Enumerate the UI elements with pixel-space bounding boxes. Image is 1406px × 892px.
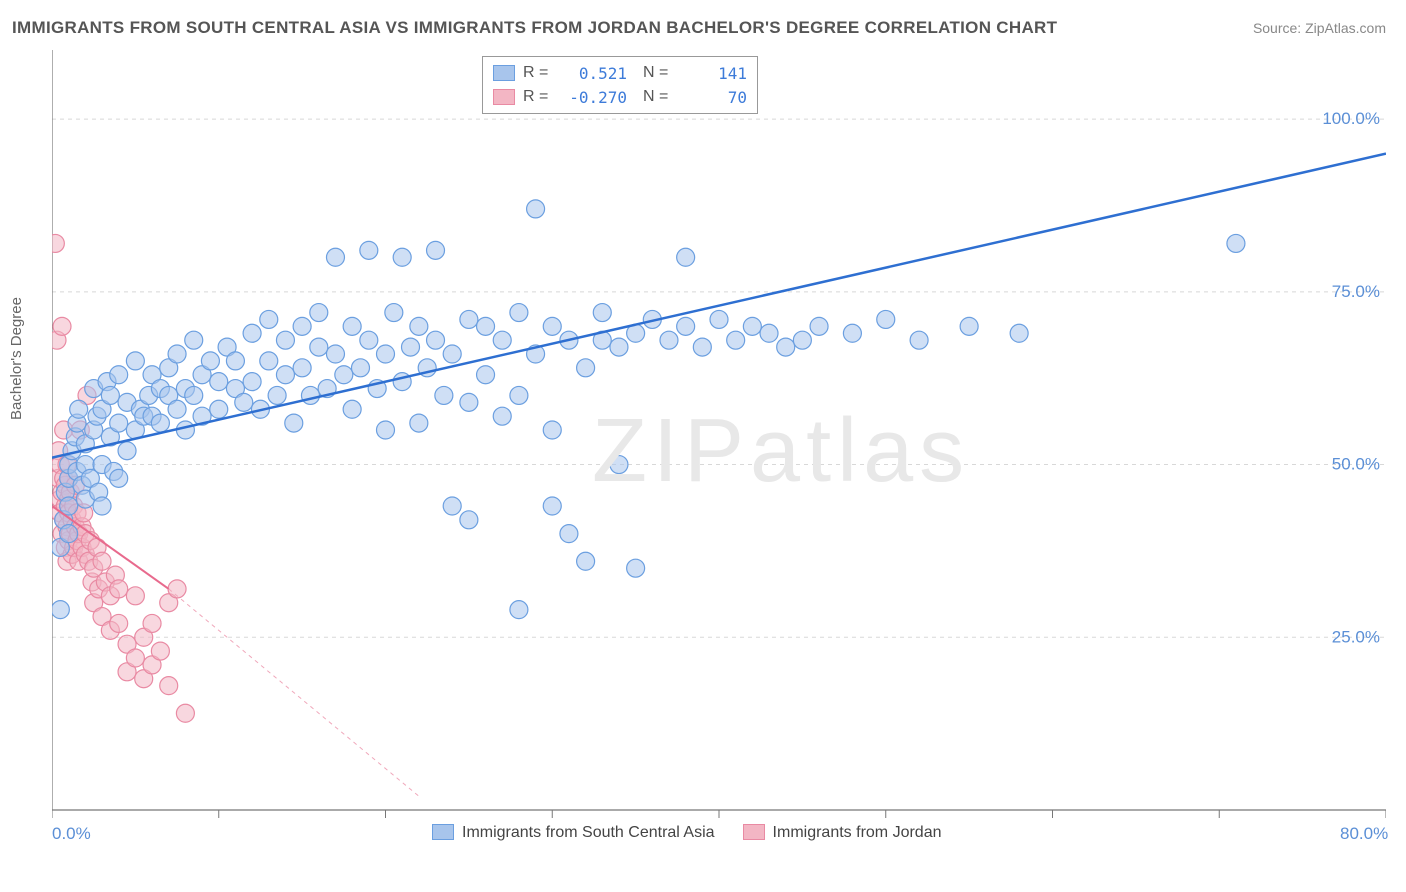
legend-series: Immigrants from Jordan [743,824,942,842]
chart-plot-area: 25.0%50.0%75.0%100.0% ZIPatlas R = 0.521… [52,50,1386,840]
svg-text:25.0%: 25.0% [1332,627,1380,646]
legend-swatch-icon [493,89,515,105]
scatter-svg: 25.0% 50.0% 75.0% 100.0% [52,50,1386,840]
x-tick-label: 0.0% [52,824,91,844]
svg-text:75.0%: 75.0% [1332,282,1380,301]
legend-swatch-icon [743,824,765,840]
legend-row: R = -0.270 N = 70 [493,85,747,109]
legend-r-label: R = [523,88,557,106]
legend-swatch-icon [432,824,454,840]
legend-r-label: R = [523,64,557,82]
legend-row: R = 0.521 N = 141 [493,61,747,85]
series-legend: Immigrants from South Central Asia Immigr… [432,824,941,842]
svg-text:100.0%: 100.0% [1322,109,1380,128]
legend-n-label: N = [643,64,677,82]
source-label: Source: ZipAtlas.com [1253,20,1386,36]
legend-r-value: -0.270 [565,88,627,107]
y-axis-label: Bachelor's Degree [8,297,25,420]
legend-n-value: 70 [685,88,747,107]
legend-n-value: 141 [685,64,747,83]
legend-r-value: 0.521 [565,64,627,83]
correlation-legend: R = 0.521 N = 141 R = -0.270 N = 70 [482,56,758,114]
svg-text:50.0%: 50.0% [1332,455,1380,474]
legend-swatch-icon [493,65,515,81]
x-tick-label: 80.0% [1340,824,1388,844]
legend-series: Immigrants from South Central Asia [432,824,715,842]
chart-title: IMMIGRANTS FROM SOUTH CENTRAL ASIA VS IM… [12,18,1057,38]
legend-n-label: N = [643,88,677,106]
